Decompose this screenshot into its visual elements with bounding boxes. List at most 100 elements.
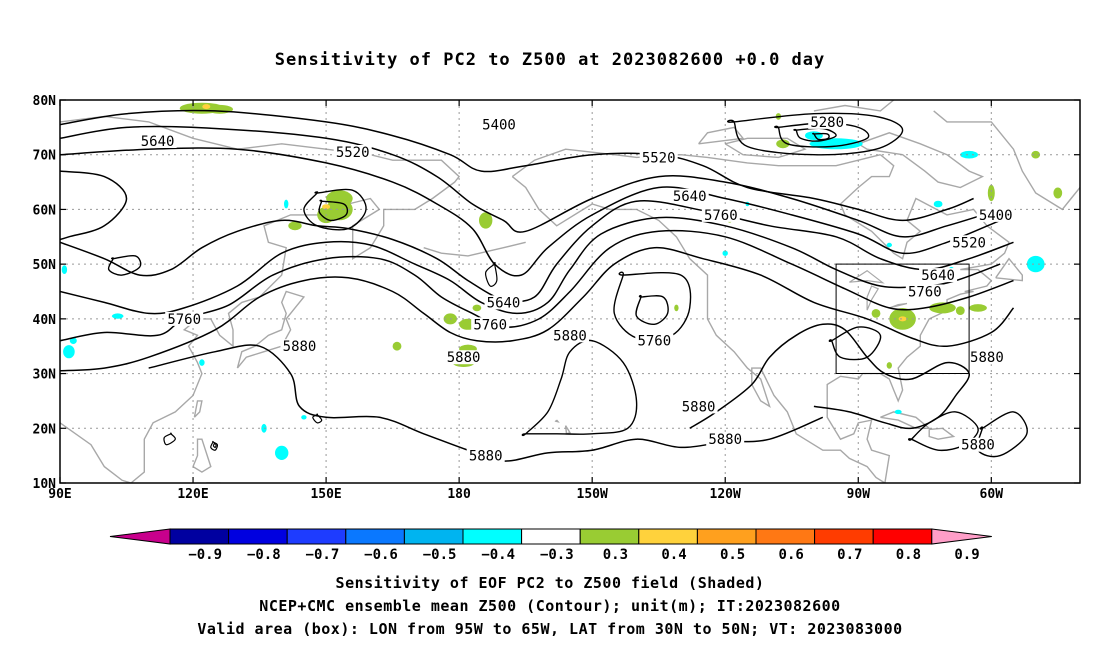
z500-contour-line: [726, 112, 904, 156]
colorbar-label: −0.9: [188, 547, 222, 563]
z500-contour-line: [60, 199, 1014, 303]
lon-label: 60W: [980, 487, 1004, 502]
contour-label-bg: [444, 350, 483, 365]
lat-label: 60N: [33, 203, 57, 218]
contour-label: 5520: [950, 235, 989, 251]
lat-label: 20N: [33, 422, 57, 437]
z500-contour-line: [303, 188, 367, 231]
negative-sensitivity-patch: [809, 138, 863, 150]
contour-label-bg: [280, 339, 319, 354]
contour-label: 5400: [480, 117, 518, 134]
z500-contour-line: [212, 442, 217, 449]
negative-sensitivity-patch: [894, 409, 902, 415]
colorbar-swatch: [638, 528, 698, 545]
positive-sensitivity-core: [898, 316, 907, 322]
negative-sensitivity-patch: [301, 415, 307, 420]
contour-label-text: 5880: [469, 449, 503, 465]
lat-label: 30N: [33, 368, 57, 383]
colorbar-label: 0.4: [661, 547, 686, 563]
contour-label: 5880: [706, 432, 745, 448]
positive-sensitivity-patch: [392, 341, 402, 351]
contour-label-bg: [635, 333, 674, 348]
positive-sensitivity-patch: [472, 304, 482, 312]
colorbar-swatch: [228, 528, 288, 545]
colorbar-swatch: [579, 528, 640, 545]
contour-label-text: 5880: [553, 328, 587, 344]
coastline: [192, 438, 212, 473]
footer-shading-caption: Sensitivity of EOF PC2 to Z500 field (Sh…: [335, 574, 765, 592]
lat-label: 40N: [33, 313, 57, 328]
contour-label: 5880: [551, 328, 589, 344]
coastline: [857, 132, 985, 189]
contour-label-bg: [706, 432, 745, 447]
contour-label: 5880: [967, 350, 1006, 366]
contour-label-text: 5880: [961, 438, 995, 454]
negative-sensitivity-patch: [199, 359, 205, 366]
contour-label-bg: [471, 317, 510, 332]
contour-label-text: 5760: [704, 208, 738, 224]
coastline: [193, 400, 203, 418]
colorbar-label: −0.7: [306, 547, 340, 563]
coastline: [236, 290, 306, 369]
colorbar-label: 0.7: [837, 547, 862, 563]
positive-sensitivity-patch: [969, 304, 987, 312]
colorbar-right-arrow: [931, 528, 992, 545]
positive-sensitivity-patch: [987, 184, 995, 202]
negative-sensitivity-patch: [933, 200, 943, 208]
positive-sensitivity-patch: [776, 139, 790, 149]
contour-label: 5880: [959, 437, 997, 454]
contour-label: 5760: [905, 284, 944, 301]
contour-label-text: 5400: [979, 208, 1013, 224]
contour-label: 5520: [639, 150, 678, 166]
contour-label-bg: [679, 399, 718, 414]
z500-contour-line: [60, 246, 1015, 372]
coastline: [995, 257, 1023, 282]
z500-contour-line: [163, 432, 176, 446]
lon-label: 150E: [310, 487, 341, 502]
lake-outline: [889, 302, 908, 309]
positive-sensitivity-core: [202, 104, 211, 110]
lon-label: 120E: [177, 487, 208, 502]
contour-label-text: 5640: [487, 295, 521, 311]
colorbar-swatch: [345, 528, 405, 545]
contour-label-bg: [919, 268, 958, 283]
colorbar-label: 0.8: [896, 547, 921, 563]
z500-contour-line: [210, 440, 219, 451]
contour-label-bg: [165, 311, 204, 326]
negative-sensitivity-patch: [960, 150, 978, 159]
positive-sensitivity-patch: [955, 306, 965, 315]
contour-label-text: 5880: [283, 339, 317, 355]
negative-sensitivity-patch: [69, 337, 77, 345]
contour-label: 5880: [466, 448, 505, 465]
z500-contour-line: [521, 339, 638, 437]
contour-label-bg: [466, 448, 505, 463]
contour-label-text: 5520: [952, 235, 986, 251]
positive-sensitivity-patch: [674, 304, 679, 312]
colorbar-label: 0.6: [779, 547, 804, 563]
footer-contour-caption: NCEP+CMC ensemble mean Z500 (Contour); u…: [259, 597, 841, 615]
positive-sensitivity-core: [322, 204, 331, 210]
contour-label-bg: [138, 134, 177, 148]
lon-label: 150W: [577, 487, 608, 502]
colorbar-swatch: [521, 528, 581, 545]
contour-label-text: 5880: [970, 350, 1004, 366]
lat-label: 70N: [33, 149, 57, 164]
positive-sensitivity-patch: [1031, 150, 1041, 159]
contour-label-text: 5880: [708, 432, 742, 448]
lon-label: 180: [447, 487, 471, 502]
positive-sensitivity-patch: [871, 309, 881, 318]
contour-label-bg: [480, 117, 518, 132]
colorbar-label: 0.5: [720, 547, 745, 563]
z500-contour-line: [107, 254, 142, 276]
colorbar-swatch: [872, 528, 933, 545]
colorbar-label: 0.9: [954, 547, 979, 563]
map-frame: [59, 99, 1081, 484]
page-title: Sensitivity of PC2 to Z500 at 2023082600…: [274, 50, 826, 70]
z500-contour-line: [318, 199, 349, 222]
contour-label: 5760: [635, 333, 674, 350]
contour-label-text: 5520: [336, 145, 370, 161]
z500-contour-line: [485, 261, 498, 287]
contour-label: 5760: [165, 311, 204, 328]
contour-label: 5640: [670, 188, 709, 205]
